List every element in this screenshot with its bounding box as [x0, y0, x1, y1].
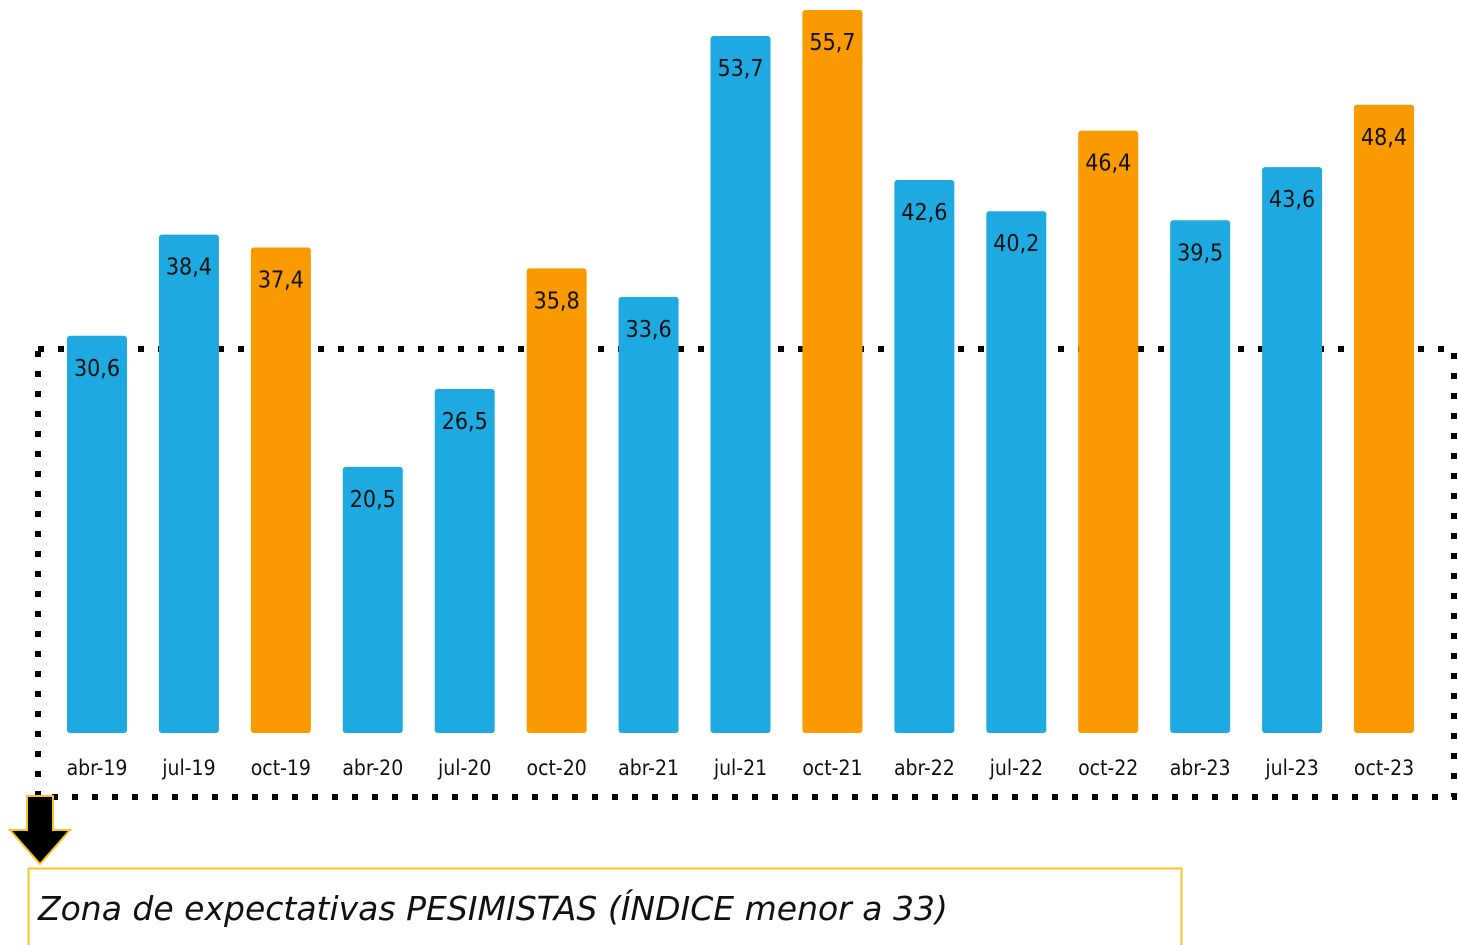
x-tick-label: oct-21 — [802, 756, 862, 780]
value-label: 38,4 — [166, 255, 212, 281]
value-label: 26,5 — [442, 409, 488, 435]
bar — [250, 247, 311, 733]
x-tick-label: abr-20 — [342, 756, 403, 780]
x-tick-label: jul-21 — [713, 756, 767, 780]
x-tick-label: abr-23 — [1170, 756, 1231, 780]
note-box — [27, 867, 1183, 945]
value-label: 39,5 — [1177, 240, 1223, 266]
x-tick-label: oct-23 — [1354, 756, 1414, 780]
value-label: 20,5 — [350, 487, 396, 513]
x-tick-label: oct-20 — [527, 756, 587, 780]
bar — [1170, 220, 1231, 734]
bar — [802, 10, 863, 734]
value-label: 42,6 — [901, 200, 947, 226]
x-tick-label: jul-20 — [437, 756, 491, 780]
x-tick-label: abr-21 — [618, 756, 679, 780]
value-label: 53,7 — [717, 56, 763, 82]
bar — [1262, 167, 1323, 733]
bar — [618, 296, 679, 733]
value-label: 33,6 — [626, 317, 672, 343]
bar — [67, 335, 127, 733]
value-label: 43,6 — [1269, 187, 1315, 213]
bar — [1354, 104, 1415, 733]
x-tick-label: abr-19 — [67, 756, 128, 780]
bar — [894, 180, 955, 733]
arrow — [7, 795, 73, 866]
pessimistic-zone — [35, 346, 1457, 800]
x-tick-label: jul-23 — [1264, 756, 1318, 780]
x-tick-label: jul-22 — [989, 756, 1043, 780]
value-label: 55,7 — [809, 30, 855, 56]
x-tick-label: oct-22 — [1078, 756, 1138, 780]
value-label: 46,4 — [1085, 151, 1131, 177]
value-label: 40,2 — [993, 231, 1039, 257]
bar — [526, 268, 587, 733]
bar — [1078, 130, 1139, 733]
bar — [710, 35, 771, 733]
x-tick-label: abr-22 — [894, 756, 955, 780]
value-label: 37,4 — [258, 268, 304, 294]
annotation: Zona de expectativas PESIMISTAS (ÍNDICE … — [37, 888, 948, 928]
bar — [434, 389, 495, 733]
bar — [342, 466, 403, 733]
x-tick-label: oct-19 — [251, 756, 311, 780]
value-label: 35,8 — [534, 288, 580, 314]
value-label: 30,6 — [74, 356, 120, 382]
bar — [986, 211, 1047, 734]
value-label: 48,4 — [1361, 125, 1407, 151]
x-tick-label: jul-19 — [161, 756, 215, 780]
bar — [158, 234, 219, 733]
